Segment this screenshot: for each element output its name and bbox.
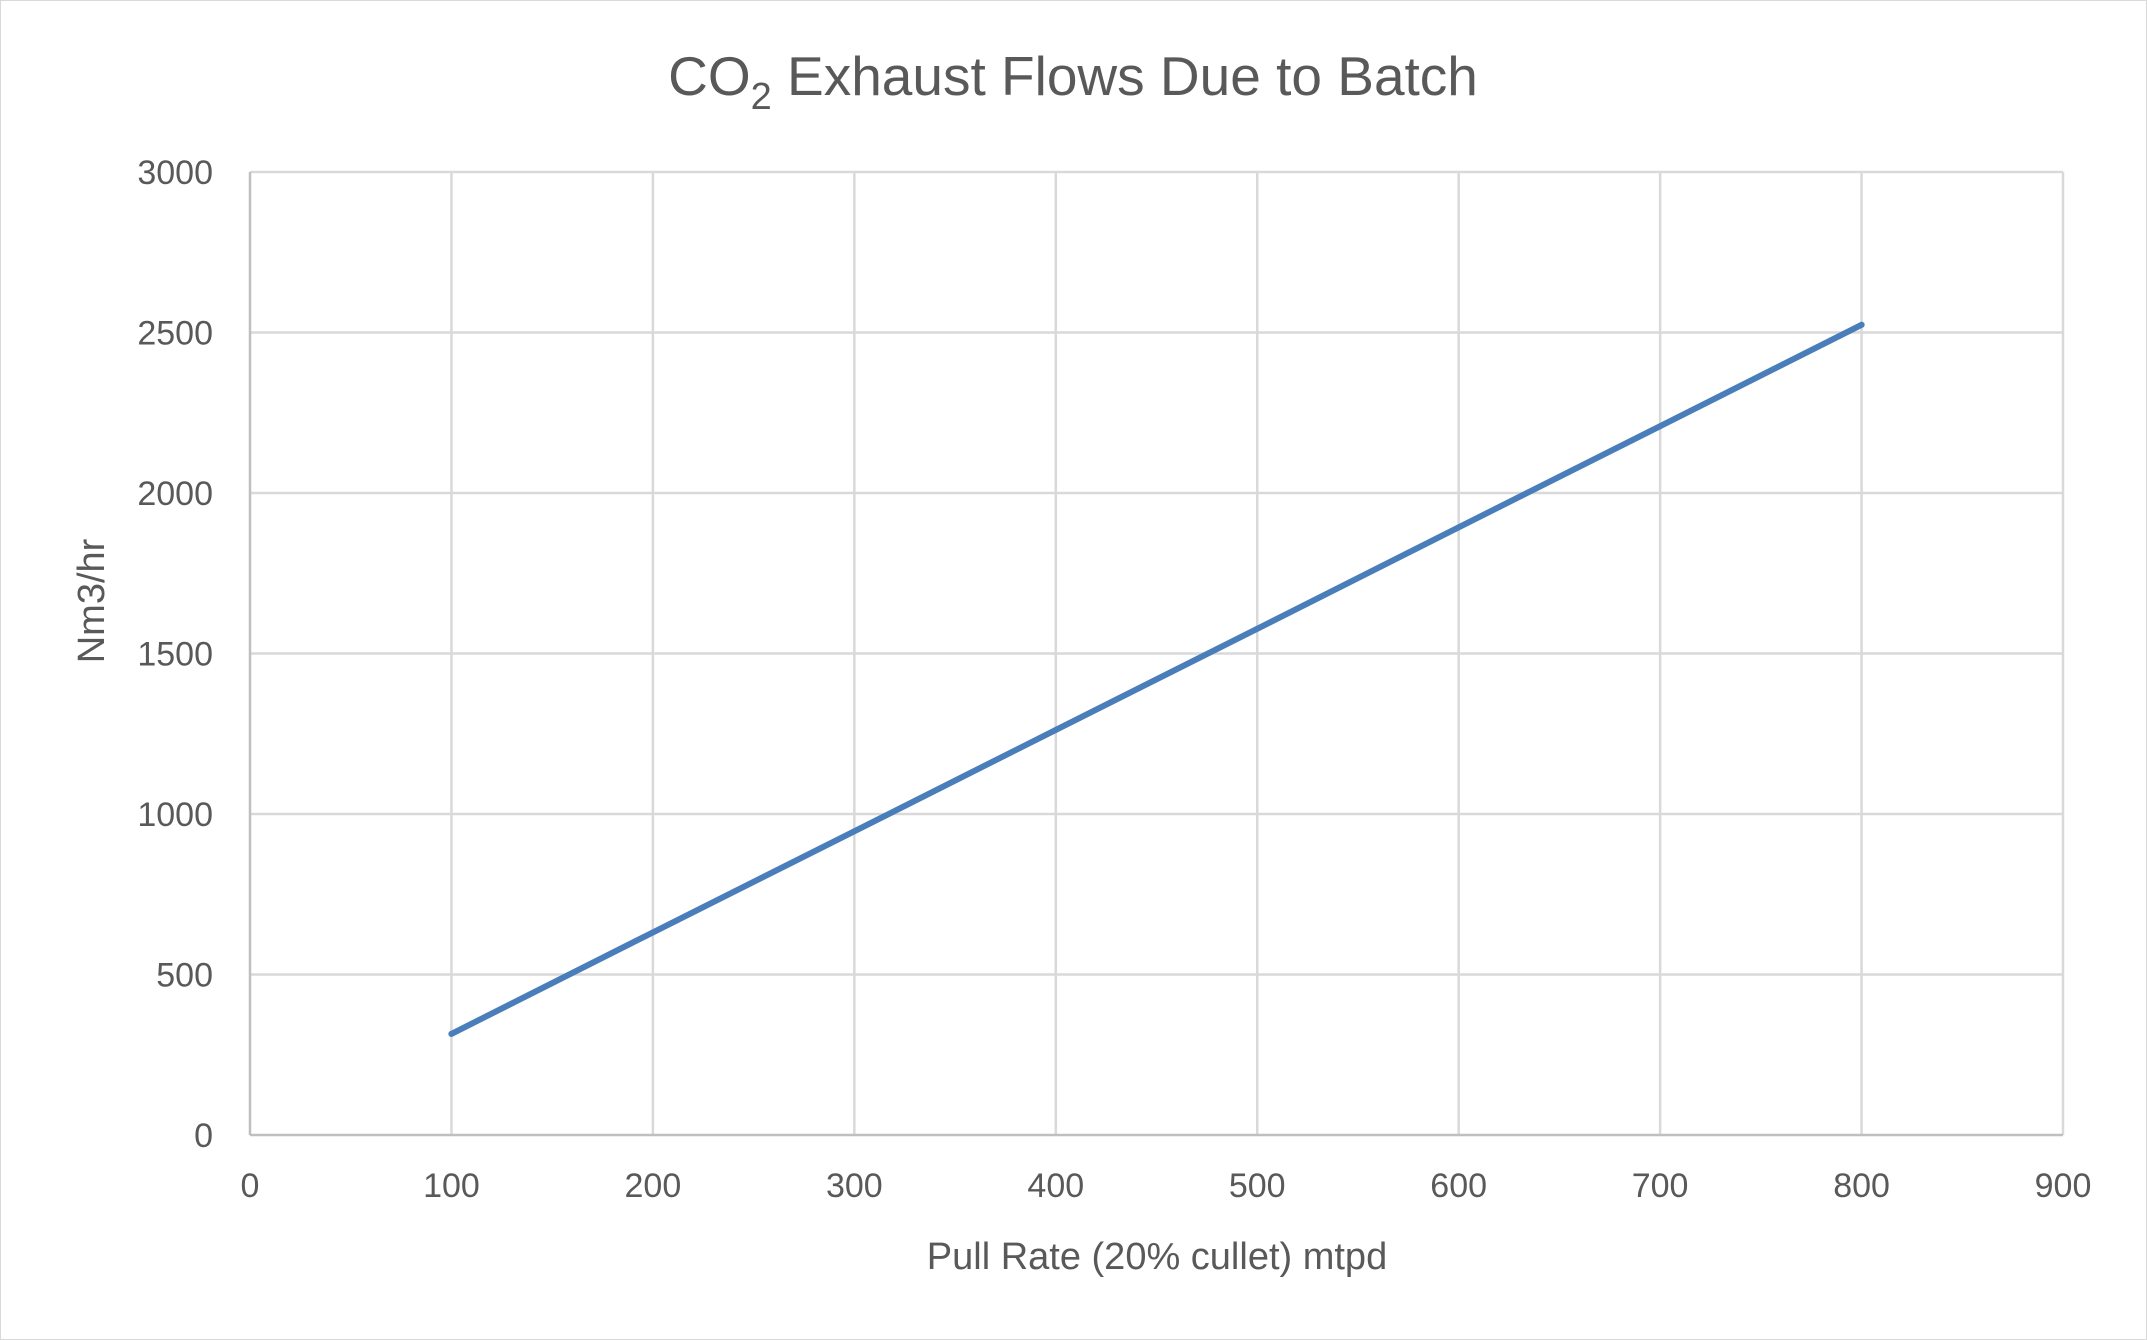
x-tick-label-0: 0 bbox=[241, 1167, 260, 1205]
axes bbox=[248, 172, 2063, 1137]
chart-title-rest: Exhaust Flows Due to Batch bbox=[772, 45, 1478, 107]
data-point-400 bbox=[1052, 726, 1059, 733]
y-tick-label-2000: 2000 bbox=[137, 475, 213, 513]
y-axis-title: Nm3/hr bbox=[71, 538, 113, 663]
data-point-300 bbox=[851, 828, 858, 835]
data-point-800 bbox=[1858, 321, 1865, 328]
x-axis-title: Pull Rate (20% cullet) mtpd bbox=[927, 1236, 1387, 1278]
y-tick-label-2500: 2500 bbox=[137, 315, 213, 353]
x-tick-label-500: 500 bbox=[1229, 1167, 1286, 1205]
x-tick-labels: 0 100 200 300 400 500 600 700 800 900 bbox=[241, 1167, 2092, 1205]
x-tick-label-100: 100 bbox=[423, 1167, 480, 1205]
chart-title-main: CO bbox=[668, 45, 751, 107]
x-tick-label-200: 200 bbox=[625, 1167, 682, 1205]
chart-title: CO2 Exhaust Flows Due to Batch bbox=[668, 45, 1478, 118]
y-tick-labels: 0 500 1000 1500 2000 2500 3000 bbox=[137, 154, 213, 1155]
series-layer bbox=[448, 321, 1865, 1037]
chart-title-subscript: 2 bbox=[751, 76, 772, 118]
y-tick-label-1000: 1000 bbox=[137, 796, 213, 834]
y-tick-label-0: 0 bbox=[194, 1117, 213, 1155]
x-tick-label-300: 300 bbox=[826, 1167, 883, 1205]
y-tick-label-1500: 1500 bbox=[137, 636, 213, 674]
data-point-600 bbox=[1455, 524, 1462, 531]
x-tick-label-400: 400 bbox=[1027, 1167, 1084, 1205]
data-point-200 bbox=[649, 929, 656, 936]
y-tick-label-500: 500 bbox=[156, 957, 213, 995]
series-line-0 bbox=[448, 321, 1865, 1037]
y-tick-label-3000: 3000 bbox=[137, 154, 213, 192]
data-point-700 bbox=[1657, 423, 1664, 430]
data-point-100 bbox=[448, 1030, 455, 1037]
gridlines bbox=[250, 170, 2065, 1135]
x-tick-label-900: 900 bbox=[2035, 1167, 2092, 1205]
data-point-500 bbox=[1254, 625, 1261, 632]
x-tick-label-800: 800 bbox=[1833, 1167, 1890, 1205]
x-tick-label-600: 600 bbox=[1430, 1167, 1487, 1205]
x-tick-label-700: 700 bbox=[1632, 1167, 1689, 1205]
